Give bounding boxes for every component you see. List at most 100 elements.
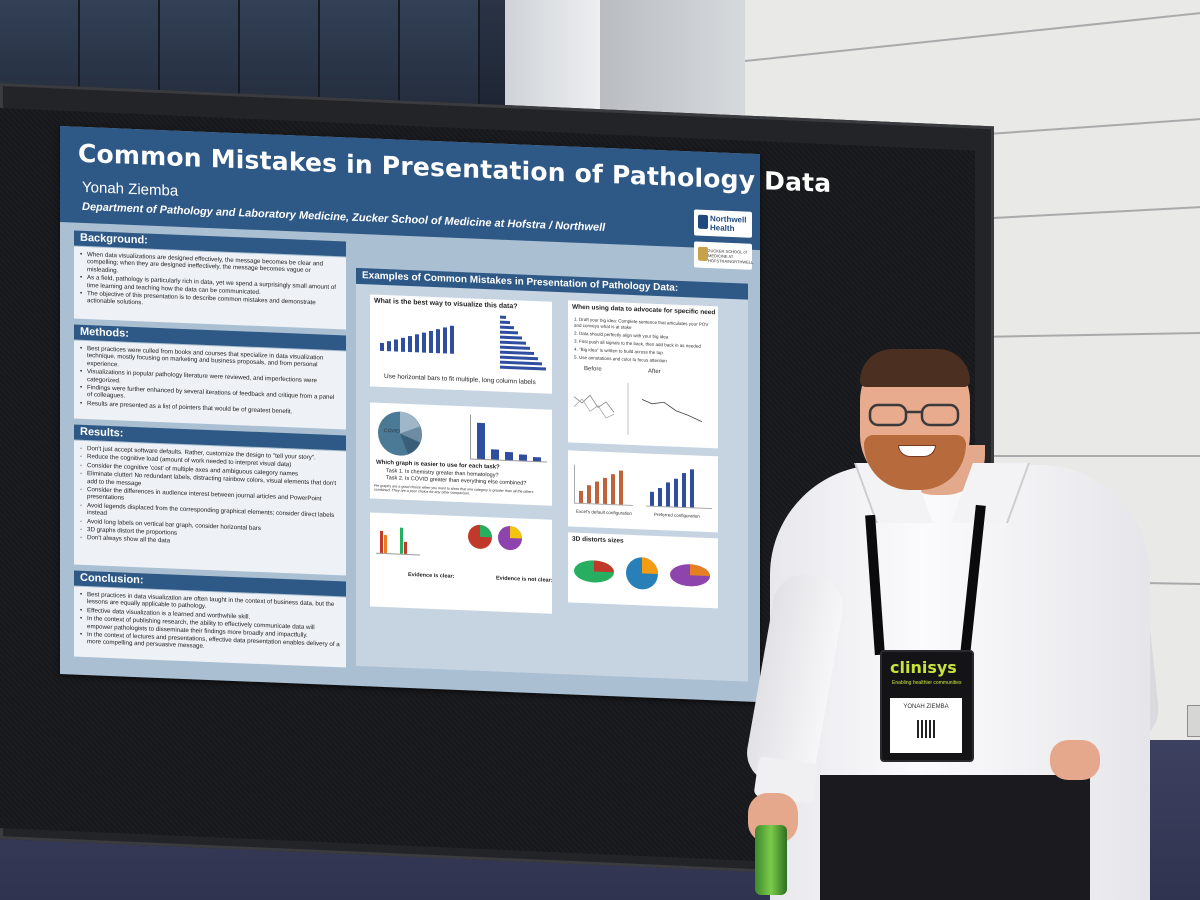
pie-slice: [480, 524, 492, 538]
background-box: When data visualizations are designed ef…: [74, 246, 346, 330]
dark-pants: [820, 775, 1090, 900]
ceiling-panel: [400, 0, 480, 120]
examples-panel: Examples of Common Mistakes in Presentat…: [356, 267, 748, 682]
glasses-icon: [868, 403, 960, 427]
chart-bar: [658, 488, 662, 507]
chart-bar: [500, 350, 534, 356]
pie-slice: [400, 433, 420, 454]
badge-brand-logo: clinisys: [890, 658, 957, 677]
pie-slice: [690, 564, 710, 577]
chart-bar: [505, 451, 513, 461]
chart-bar: [690, 469, 694, 508]
chart-bar: [533, 456, 541, 462]
chart-bar: [443, 327, 447, 354]
chart-bar: [650, 491, 654, 506]
chart-bar: [500, 360, 542, 366]
chart-bar: [450, 325, 454, 354]
poster-author: Yonah Ziemba: [82, 178, 179, 200]
qr-code-icon: [917, 720, 935, 738]
grouped-bar-chart: [376, 520, 420, 556]
chart-bar: [500, 365, 546, 371]
name-badge: clinisys Enabling healthier communities …: [880, 650, 974, 762]
card-note: Evidence is clear:: [408, 571, 455, 580]
chart-bar: [519, 454, 527, 461]
preferred-bar-chart: [646, 465, 712, 510]
zucker-shield-icon: [698, 246, 708, 262]
chart-bar: [401, 337, 405, 352]
chart-bar: [415, 334, 419, 353]
card-title: 3D distorts sizes: [572, 535, 624, 545]
chart-bar: [380, 342, 384, 352]
chart-bar: [380, 530, 383, 553]
chart-bar: [500, 335, 522, 340]
results-box: Don't just accept software defaults. Rat…: [74, 440, 346, 576]
before-after-line-charts: [573, 382, 703, 435]
wall-outlet: [1187, 705, 1200, 737]
chart-bar: [619, 470, 623, 505]
chart-bar: [500, 325, 514, 330]
chart-line: [573, 398, 615, 419]
smile: [898, 445, 936, 457]
default-bar-chart: [574, 464, 633, 507]
chart-bar: [674, 478, 678, 507]
chart-bar: [500, 330, 518, 335]
chart-bar: [666, 482, 670, 507]
chart-bar: [500, 315, 506, 319]
example-card-pie-vs-bar: COVID Which graph is easier to use for e…: [370, 402, 552, 506]
chart-line: [573, 394, 615, 413]
card-note: Evidence is not clear:: [496, 575, 552, 584]
methods-box: Best practices were culled from books an…: [74, 340, 346, 430]
example-card-comparison: Evidence is clear: Evidence is not clear…: [370, 512, 552, 614]
pie-slice: [400, 426, 422, 443]
poster-department: Department of Pathology and Laboratory M…: [82, 200, 606, 234]
poster: Common Mistakes in Presentation of Patho…: [60, 126, 831, 703]
badge-card: YONAH ZIEMBA: [890, 698, 962, 753]
default-caption: Excel's default configuration: [576, 508, 632, 516]
chart-bar: [429, 330, 433, 353]
chart-bar: [587, 485, 591, 504]
pie-slice: [642, 557, 658, 575]
pie-slice: [594, 560, 614, 573]
chart-bar: [579, 490, 583, 504]
chart-bar: [384, 535, 387, 554]
presenter-person: clinisys Enabling healthier communities …: [740, 345, 1200, 900]
northwell-logo: Northwell Health: [694, 209, 752, 238]
example-card-advocacy: When using data to advocate for specific…: [568, 300, 718, 449]
horizontal-bar-chart: [466, 312, 548, 375]
chart-bar: [500, 345, 530, 350]
chart-bar: [387, 341, 391, 352]
example-card-default-vs-preferred: Excel's default configuration Preferred …: [568, 450, 718, 533]
northwell-mark-icon: [698, 214, 708, 230]
chart-bar: [500, 320, 510, 325]
badge-name: YONAH ZIEMBA: [903, 704, 949, 710]
chart-bar: [436, 329, 440, 354]
pie-slice: [400, 411, 420, 434]
chart-bar: [595, 481, 599, 504]
chart-bar: [603, 477, 607, 504]
chart-bar: [477, 422, 485, 460]
badge-tagline: Enabling healthier communities: [892, 680, 962, 686]
green-can: [755, 825, 787, 895]
card-title: When using data to advocate for specific…: [572, 303, 716, 317]
pie-chart-pair: [468, 524, 522, 551]
step-item: 5. Use annotations and color to focus at…: [574, 354, 667, 364]
vertical-bar-chart: [378, 311, 458, 354]
chart-bar: [500, 355, 538, 361]
pie-chart: [378, 411, 422, 456]
3d-pie-charts: [574, 557, 710, 590]
zucker-logo-text: ZUCKER SCHOOL of MEDICINE AT HOFSTRA/NOR…: [708, 248, 754, 265]
chart-bar: [682, 472, 686, 508]
chart-bar: [491, 449, 499, 460]
chart-bar: [400, 527, 403, 554]
chart-bar: [500, 340, 526, 345]
example-card-3d-pies: 3D distorts sizes: [568, 532, 718, 609]
chart-line: [641, 399, 703, 423]
hair: [860, 349, 970, 387]
zucker-logo: ZUCKER SCHOOL of MEDICINE AT HOFSTRA/NOR…: [694, 241, 754, 270]
chart-bar: [394, 339, 398, 352]
preferred-caption: Preferred configuration: [654, 511, 700, 519]
chart-bar: [422, 332, 426, 353]
chart-bar: [408, 335, 412, 353]
right-hand: [1050, 740, 1100, 780]
